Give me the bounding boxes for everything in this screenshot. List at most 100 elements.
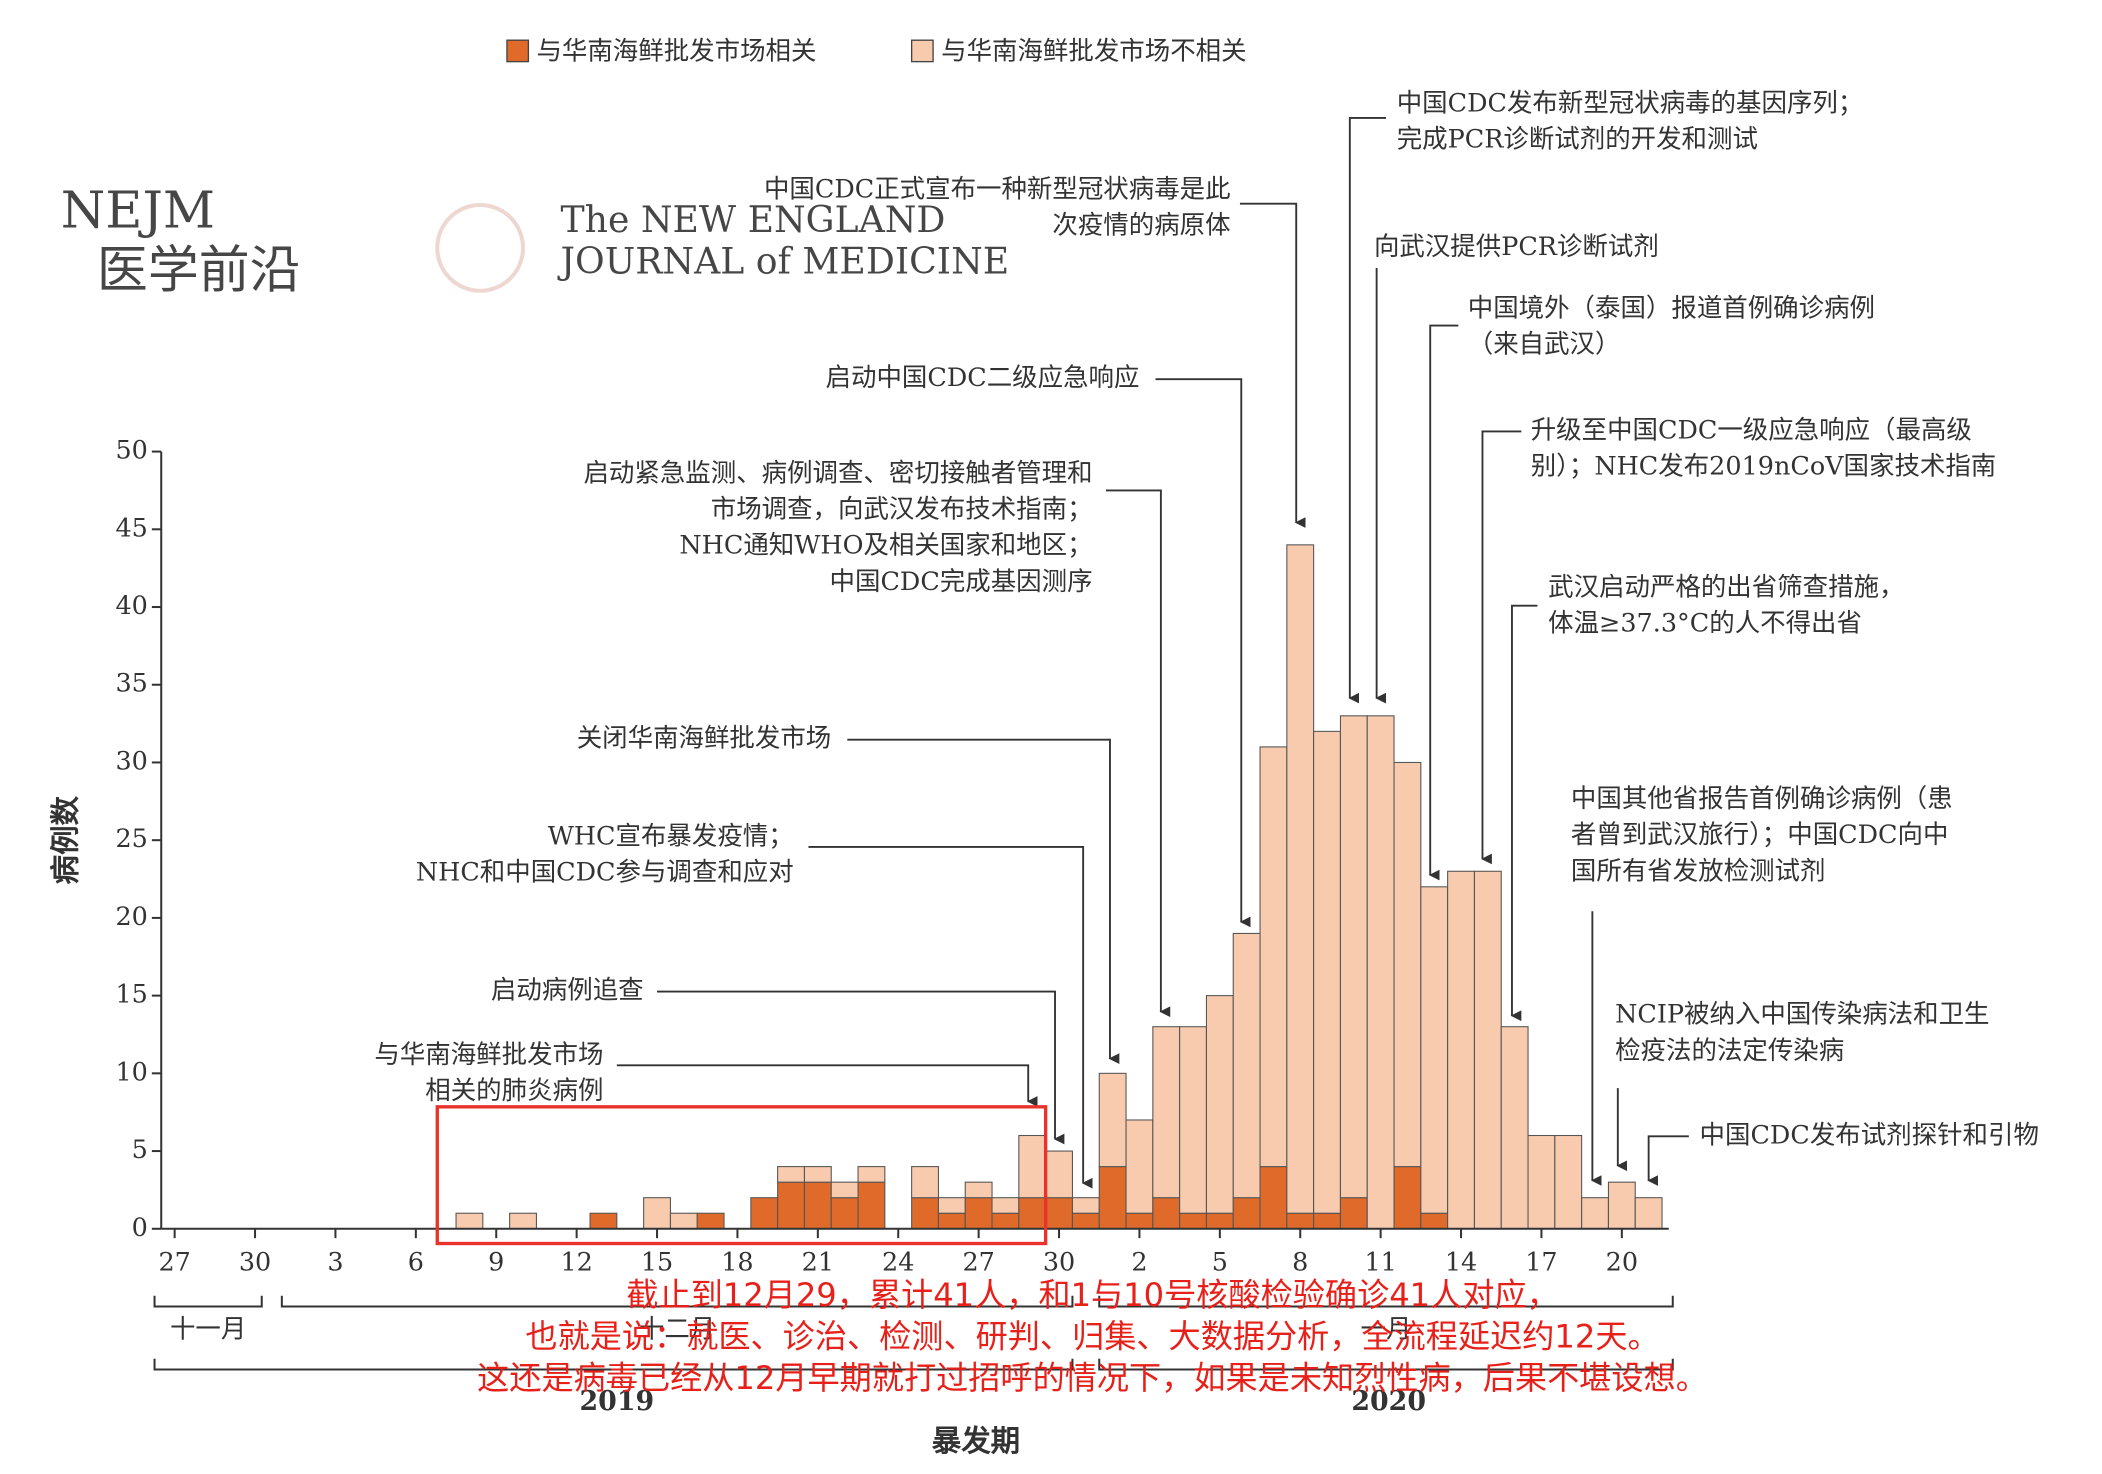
- bar-segment: [1179, 1212, 1207, 1230]
- bar-segment: [991, 1212, 1020, 1230]
- x-tick-label: 5: [1212, 1248, 1228, 1278]
- annotation-arrow: [1510, 604, 1538, 1022]
- legend-label: 与华南海鲜批发市场不相关: [941, 36, 1246, 66]
- y-tick-label: 15: [115, 980, 147, 1010]
- x-tick-label: 15: [641, 1248, 673, 1278]
- x-tick-label: 27: [158, 1248, 190, 1278]
- annotation-text: （来自武汉）: [1468, 330, 1621, 360]
- bar-segment: [589, 1212, 618, 1230]
- annotation-arrow: [1348, 116, 1387, 704]
- y-tick-label: 5: [132, 1135, 148, 1165]
- bar-segment: [857, 1166, 886, 1183]
- bar-segment: [509, 1212, 537, 1230]
- bar-segment: [803, 1166, 832, 1183]
- annotation-text: 相关的肺炎病例: [425, 1076, 603, 1106]
- month-bracket: [1098, 1295, 1674, 1308]
- bar-segment: [1098, 1072, 1127, 1168]
- bar-segment: [937, 1212, 966, 1230]
- year-bracket: [1098, 1358, 1674, 1371]
- month-bracket: [153, 1295, 263, 1308]
- bar-segment: [1393, 1166, 1422, 1230]
- bar-segment: [750, 1197, 779, 1230]
- month-label: 十一月: [170, 1315, 246, 1345]
- x-tick-label: 9: [488, 1248, 504, 1278]
- annotation-text: 别）；NHC发布2019nCoV国家技术指南: [1531, 452, 1997, 482]
- watermark-journal: JOURNAL of MEDICINE: [557, 239, 1010, 282]
- year-label: 2019: [580, 1386, 655, 1417]
- bar-segment: [643, 1197, 671, 1230]
- x-axis-label: 暴发期: [932, 1423, 1020, 1458]
- annotation-text: WHC宣布暴发疫情；: [548, 822, 794, 852]
- x-tick-label: 30: [239, 1248, 271, 1278]
- annotation-text: 完成PCR诊断试剂的开发和测试: [1397, 125, 1758, 155]
- bar-segment: [1313, 730, 1341, 1214]
- bar-segment: [1259, 1166, 1288, 1230]
- bar-segment: [830, 1181, 859, 1199]
- x-tick-label: 21: [802, 1248, 834, 1278]
- y-tick-label: 50: [115, 436, 147, 466]
- annotation-text: 国所有省发放检测试剂: [1571, 856, 1826, 886]
- bar-segment: [1205, 1212, 1234, 1230]
- annotation-text: 体温≥37.3°C的人不得出省: [1548, 608, 1862, 638]
- bar-segment: [696, 1212, 725, 1230]
- bar-segment: [1420, 886, 1449, 1214]
- month-label: 十二月: [639, 1315, 715, 1345]
- x-tick-label: 24: [882, 1248, 914, 1278]
- y-tick-label: 20: [115, 902, 147, 932]
- bar-segment: [1581, 1197, 1609, 1230]
- annotation-text: 市场调查，向武汉发布技术指南；: [711, 495, 1093, 525]
- x-tick-label: 20: [1606, 1248, 1638, 1278]
- bar-segment: [1152, 1026, 1181, 1199]
- bar-segment: [1045, 1197, 1073, 1230]
- bar-segment: [803, 1181, 832, 1230]
- x-tick-label: 6: [408, 1248, 424, 1278]
- y-tick-label: 10: [115, 1057, 147, 1087]
- annotation-text: 启动病例追查: [491, 976, 644, 1006]
- annotation-arrow: [1428, 324, 1459, 881]
- month-bracket: [280, 1295, 1074, 1308]
- bar-segment: [777, 1181, 805, 1230]
- x-tick-label: 30: [1043, 1248, 1075, 1278]
- bar-segment: [911, 1197, 939, 1230]
- x-tick-label: 8: [1292, 1248, 1308, 1278]
- month-label: 一月: [1361, 1315, 1412, 1345]
- bar-segment: [1500, 1026, 1529, 1230]
- bar-segment: [830, 1197, 859, 1230]
- bar-segment: [669, 1212, 698, 1230]
- watermark-journal: The NEW ENGLAND: [561, 198, 946, 241]
- annotation-text: 武汉启动严格的出省筛查措施，: [1548, 572, 1904, 602]
- bar-segment: [1473, 870, 1502, 1230]
- bar-segment: [991, 1197, 1020, 1214]
- annotation-text: NCIP被纳入中国传染病法和卫生: [1615, 1000, 1989, 1030]
- bar-segment: [1554, 1134, 1583, 1230]
- bar-segment: [1045, 1150, 1073, 1199]
- overlay-text: 截止到12月29，累计41人，和1与10号核酸检验确诊41人对应，: [626, 1276, 1558, 1314]
- bar-segment: [1098, 1166, 1127, 1230]
- bar-segment: [1125, 1119, 1154, 1214]
- y-tick-label: 45: [115, 513, 147, 543]
- annotation-text: 向武汉提供PCR诊断试剂: [1374, 232, 1659, 262]
- bar-segment: [1634, 1197, 1663, 1230]
- x-tick-label: 11: [1364, 1248, 1396, 1278]
- annotation-text: 启动紧急监测、病例调查、密切接触者管理和: [583, 458, 1092, 488]
- x-tick-label: 18: [721, 1248, 753, 1278]
- annotation-arrow: [1155, 378, 1251, 928]
- bar-segment: [1339, 1197, 1368, 1230]
- overlay-text: 这还是病毒已经从12月早期就打过招呼的情况下，如果是未知烈性病，后果不堪设想。: [477, 1359, 1708, 1397]
- x-tick-label: 27: [962, 1248, 994, 1278]
- year-label: 2020: [1351, 1386, 1426, 1417]
- bar-segment: [1420, 1212, 1449, 1230]
- annotation-text: 升级至中国CDC一级应急响应（最高级: [1531, 415, 1972, 445]
- bar-segment: [1232, 1197, 1261, 1230]
- y-tick-label: 0: [132, 1213, 148, 1243]
- annotation-text: 次疫情的病原体: [1052, 210, 1230, 240]
- bar-segment: [1447, 870, 1475, 1230]
- watermark: NEJM 医学前沿 The NEW ENGLAND JOURNAL of MED…: [61, 181, 1009, 300]
- x-tick-label: 14: [1445, 1248, 1477, 1278]
- annotation-arrow: [847, 738, 1120, 1064]
- bar-segment: [1393, 761, 1422, 1168]
- annotation-text: 中国境外（泰国）报道首例确诊病例: [1468, 294, 1875, 324]
- annotation-text: NHC和中国CDC参与调查和应对: [416, 858, 794, 888]
- legend-swatch: [910, 39, 934, 63]
